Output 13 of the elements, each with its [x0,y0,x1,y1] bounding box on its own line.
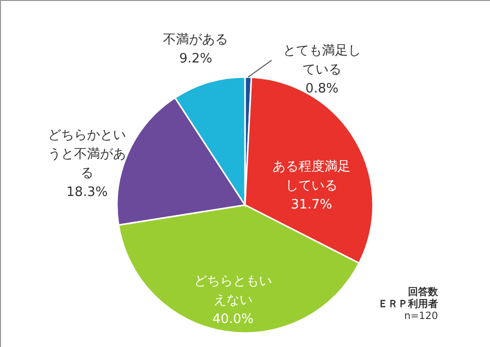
slice-label: ある程度満足している [272,158,350,194]
slice-label: 不満がある [163,32,228,48]
slice-label: どちらともいえない [194,274,272,308]
slice-label: どちらかというと不満がある [48,128,126,181]
data-label: 40.0% [212,312,254,327]
text: n=120 [404,311,438,322]
data-label: 0.8% [305,81,338,96]
data-label: 18.3% [66,184,108,200]
slice-label: とても満足している [282,43,361,78]
data-label: 9.2% [179,51,212,66]
text: 回答数 [408,286,439,298]
text: ＥＲＰ利用者 [378,298,438,310]
data-label: 31.7% [290,198,332,213]
